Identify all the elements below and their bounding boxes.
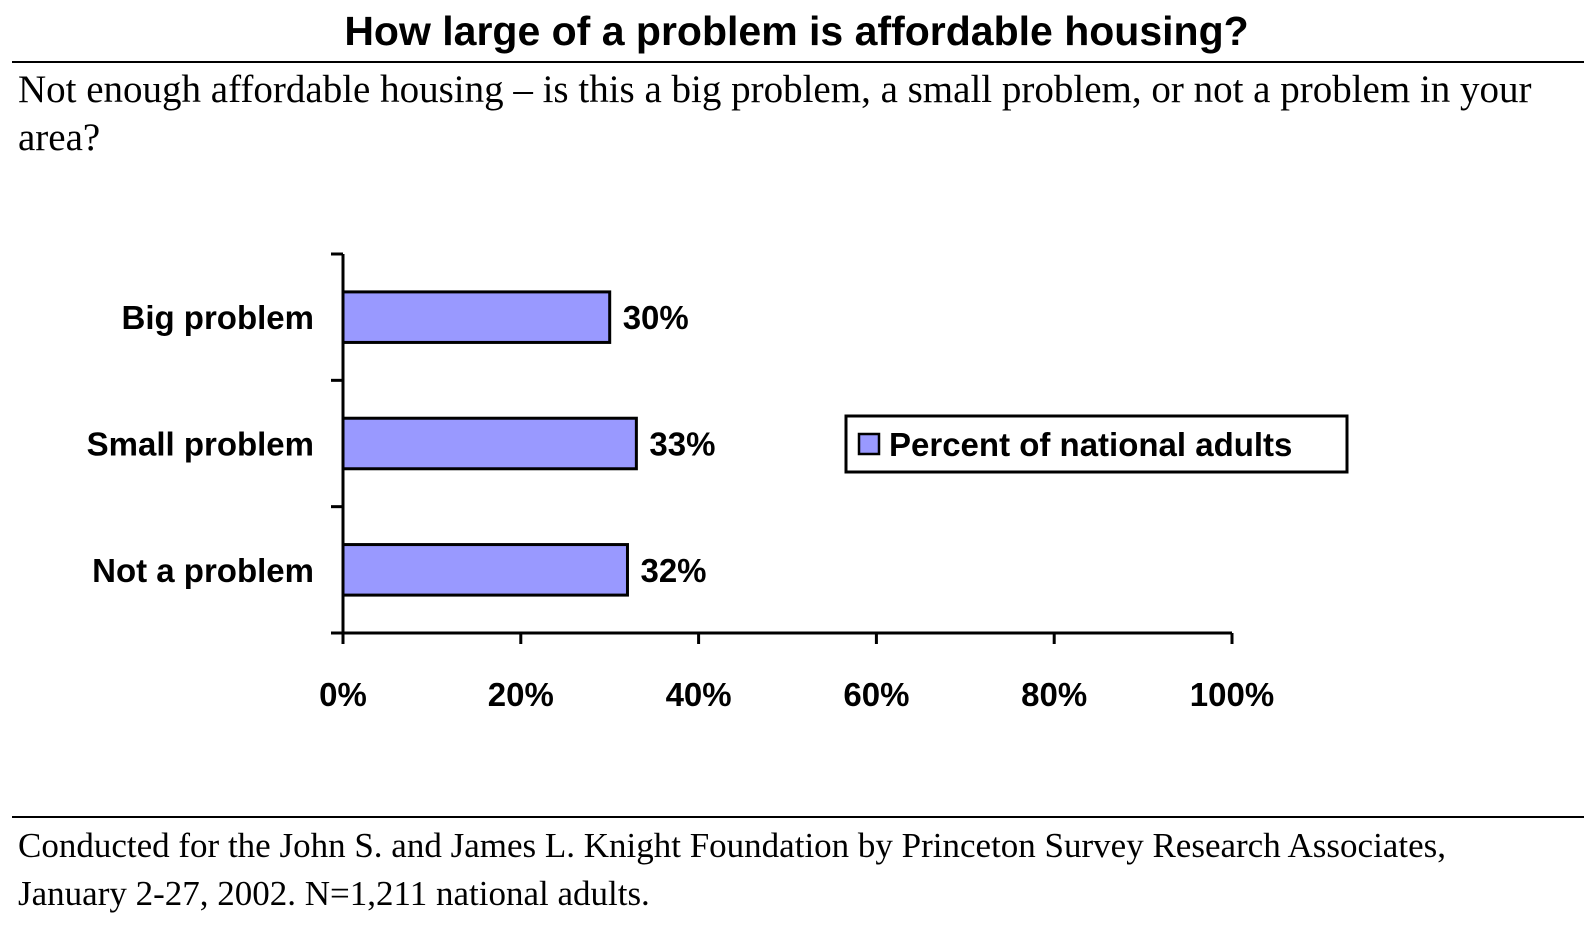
category-label: Not a problem bbox=[92, 552, 314, 589]
legend-swatch bbox=[857, 432, 881, 456]
x-tick-label: 40% bbox=[666, 676, 732, 713]
source-footnote: Conducted for the John S. and James L. K… bbox=[18, 826, 1446, 913]
chart-title: How large of a problem is affordable hou… bbox=[344, 8, 1249, 54]
data-label: 30% bbox=[623, 299, 689, 336]
bottom-rule bbox=[12, 816, 1584, 818]
category-label: Small problem bbox=[87, 426, 314, 463]
survey-question: Not enough affordable housing – is this … bbox=[18, 68, 1532, 159]
chart-legend: Percent of national adults bbox=[844, 414, 1349, 474]
x-tick-label: 0% bbox=[319, 676, 367, 713]
category-label: Big problem bbox=[121, 299, 314, 336]
top-rule bbox=[12, 61, 1584, 63]
x-tick-label: 60% bbox=[843, 676, 909, 713]
data-label: 33% bbox=[649, 426, 715, 463]
x-tick-label: 20% bbox=[488, 676, 554, 713]
legend-label: Percent of national adults bbox=[889, 426, 1292, 463]
chart-bars: Big problem 30% Small problem 33% Not a prob… bbox=[87, 290, 715, 597]
x-tick-label: 80% bbox=[1021, 676, 1087, 713]
x-tick-label: 100% bbox=[1190, 676, 1274, 713]
legend-box bbox=[844, 414, 1349, 474]
bar-big-problem bbox=[341, 290, 612, 344]
bar-not-a-problem bbox=[341, 543, 629, 597]
data-label: 32% bbox=[640, 552, 706, 589]
bar-small-problem bbox=[341, 416, 638, 471]
